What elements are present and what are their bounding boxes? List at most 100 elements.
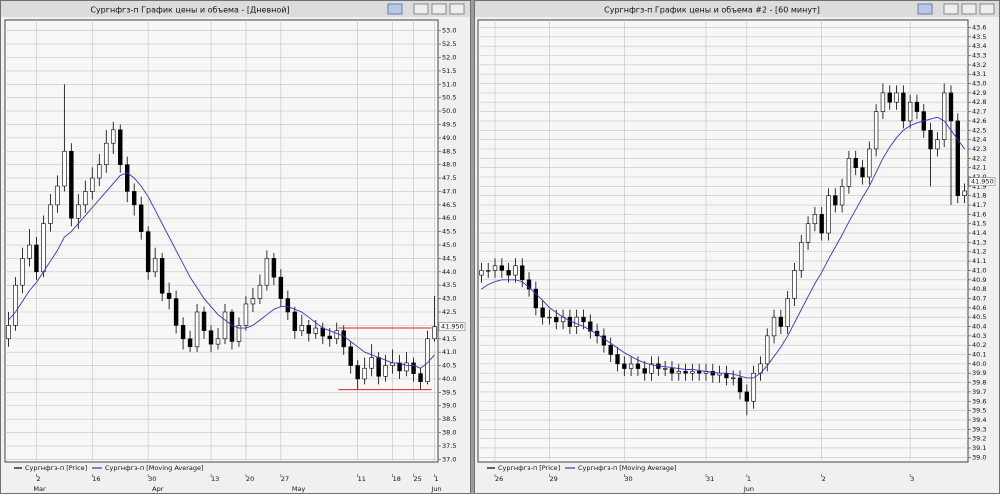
- candle-body: [778, 316, 784, 327]
- candle-body: [425, 338, 430, 382]
- candle-body: [846, 158, 852, 187]
- y-tick-label: 41.2: [972, 248, 986, 256]
- y-tick-label: 48.0: [442, 161, 456, 169]
- candle-body: [173, 298, 179, 326]
- pin-button[interactable]: [387, 3, 403, 15]
- last-price-box: [438, 322, 466, 331]
- candle-body: [615, 354, 620, 365]
- candle-body: [292, 311, 298, 332]
- candle-body: [737, 377, 743, 393]
- month-label: May: [292, 485, 306, 493]
- pin-button[interactable]: [917, 3, 933, 15]
- candle-body: [635, 363, 641, 369]
- candle-body: [853, 158, 858, 168]
- candle-body: [250, 298, 256, 305]
- candle-body: [285, 298, 291, 313]
- candle-body: [819, 214, 824, 234]
- candle-body: [948, 92, 954, 122]
- candle-body: [104, 142, 109, 165]
- legend-label: Сургнфгз-п [Moving Average]: [578, 464, 677, 472]
- candle-body: [622, 363, 627, 369]
- month-label: Jun: [743, 485, 754, 493]
- y-tick-label: 41.6: [972, 210, 986, 218]
- candle-body: [355, 365, 360, 380]
- y-tick-label: 40.7: [972, 294, 986, 302]
- title-bar: [1, 1, 470, 17]
- candle-body: [724, 372, 729, 379]
- last-price-label: 41.950: [971, 178, 994, 186]
- y-tick-label: 39.6: [972, 397, 986, 405]
- candle-body: [362, 367, 367, 380]
- candle-body: [901, 92, 906, 122]
- candle-body: [76, 204, 81, 219]
- candle-body: [710, 371, 715, 376]
- y-tick-label: 40.5: [442, 362, 456, 370]
- candle-body: [914, 101, 920, 112]
- y-tick-label: 41.5: [442, 335, 456, 343]
- close-button[interactable]: [979, 3, 995, 15]
- y-tick-label: 41.5: [972, 220, 986, 228]
- y-tick-label: 51.0: [442, 80, 456, 88]
- candle-body: [90, 177, 95, 192]
- last-price-label: 41.950: [441, 323, 464, 331]
- candle-body: [662, 368, 668, 370]
- candle-body: [540, 307, 545, 318]
- x-tick-label: 29: [549, 475, 557, 483]
- y-tick-label: 43.5: [972, 33, 986, 41]
- candle-body: [180, 325, 186, 340]
- candle-body: [554, 316, 559, 323]
- candle-body: [97, 164, 102, 179]
- candle-body: [20, 258, 25, 286]
- candle-body: [432, 326, 437, 340]
- y-tick-label: 47.0: [442, 187, 456, 195]
- candle-body: [683, 371, 688, 374]
- candle-body: [860, 167, 865, 178]
- y-tick-label: 38.5: [442, 415, 456, 423]
- x-tick-label: 3: [910, 475, 914, 483]
- candle-body: [124, 164, 130, 192]
- y-tick-label: 39.5: [972, 407, 986, 415]
- y-tick-label: 38.0: [442, 429, 456, 437]
- y-tick-label: 42.1: [972, 164, 986, 172]
- candle-body: [320, 327, 325, 337]
- candle-body: [299, 325, 305, 332]
- window-title: Сургнфгз-п График цены и объема - [Дневн…: [90, 6, 289, 15]
- moving-average-line: [481, 116, 965, 379]
- y-tick-label: 46.5: [442, 201, 456, 209]
- y-tick-label: 39.8: [972, 379, 986, 387]
- candle-body: [826, 195, 831, 234]
- y-tick-label: 43.1: [972, 70, 986, 78]
- minimize-button[interactable]: [413, 3, 429, 15]
- y-tick-label: 52.0: [442, 54, 456, 62]
- candle-body: [907, 101, 913, 122]
- candle-body: [201, 311, 207, 332]
- y-tick-label: 42.0: [972, 173, 986, 181]
- candle-body: [152, 258, 158, 273]
- y-tick-label: 40.0: [442, 375, 456, 383]
- x-tick-label: 27: [281, 475, 289, 483]
- candle-body: [34, 244, 39, 273]
- y-tick-label: 42.6: [972, 117, 986, 125]
- y-tick-label: 43.4: [972, 42, 986, 50]
- candle-body: [533, 288, 539, 309]
- candle-body: [118, 129, 123, 165]
- y-tick-label: 40.1: [972, 351, 986, 359]
- y-tick-label: 44.5: [442, 254, 456, 262]
- candle-body: [208, 330, 214, 345]
- candle-body: [608, 344, 613, 355]
- month-label: Apr: [152, 485, 164, 493]
- y-tick-label: 41.9: [972, 182, 986, 190]
- candle-body: [526, 279, 532, 290]
- x-tick-label: 16: [92, 475, 100, 483]
- y-tick-label: 40.8: [972, 285, 986, 293]
- candle-body: [785, 298, 790, 327]
- y-tick-label: 39.1: [972, 444, 986, 452]
- maximize-button[interactable]: [431, 3, 447, 15]
- y-tick-label: 41.4: [972, 229, 986, 237]
- candle-body: [215, 338, 221, 345]
- minimize-button[interactable]: [943, 3, 959, 15]
- y-tick-label: 40.2: [972, 341, 986, 349]
- maximize-button[interactable]: [961, 3, 977, 15]
- close-button[interactable]: [449, 3, 465, 15]
